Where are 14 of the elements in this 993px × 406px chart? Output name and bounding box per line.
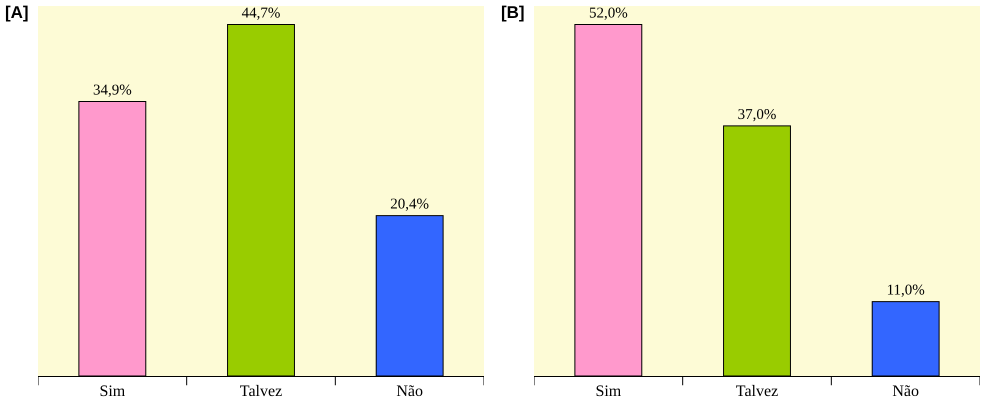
x-tick-label: Talvez (240, 383, 282, 400)
data-label: 44,7% (242, 6, 280, 22)
data-label: 20,4% (390, 196, 430, 213)
x-tick-label: Não (396, 383, 423, 400)
chart-title: [B] (500, 2, 525, 22)
x-tick-label: Talvez (736, 383, 778, 400)
x-tick-label: Sim (99, 383, 126, 400)
chart-title: [A] (4, 2, 29, 22)
x-tick-label: Sim (595, 383, 622, 400)
data-label: 52,0% (588, 6, 628, 22)
data-label: 37,0% (738, 106, 776, 123)
data-label: 34,9% (92, 82, 132, 99)
x-tick-label: Não (892, 383, 919, 400)
data-label: 11,0% (886, 282, 925, 299)
